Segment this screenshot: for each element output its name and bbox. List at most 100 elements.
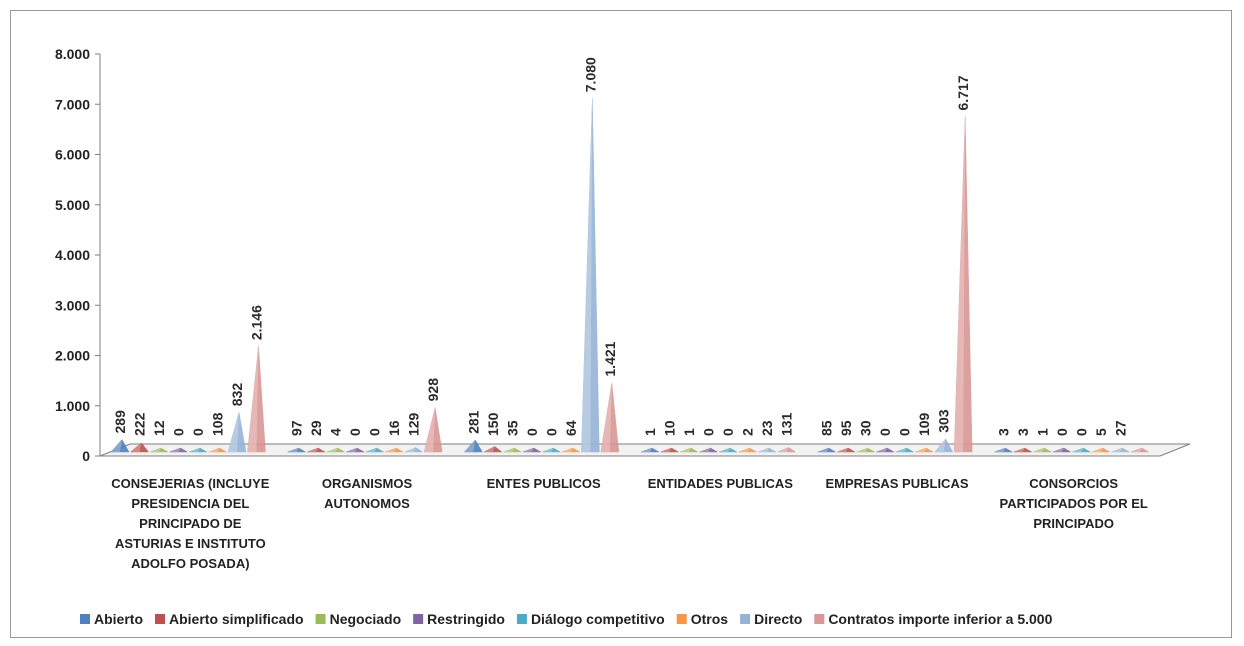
category-label: CONSEJERIAS (INCLUYE xyxy=(111,476,270,491)
data-cone-shade xyxy=(247,346,259,452)
data-label: 0 xyxy=(367,428,383,436)
data-cone-shade xyxy=(1033,448,1045,452)
data-cone xyxy=(247,346,266,453)
data-cone-shade xyxy=(680,448,691,452)
data-label: 2.146 xyxy=(249,305,265,340)
legend-item-label: Abierto simplificado xyxy=(169,611,304,627)
data-cone xyxy=(817,447,837,453)
data-label: 0 xyxy=(1054,428,1070,436)
data-cone-shade xyxy=(719,448,730,452)
data-label: 1 xyxy=(681,428,697,436)
category-label: PRESIDENCIA DEL xyxy=(131,496,249,511)
data-label: 150 xyxy=(485,412,501,436)
data-cone xyxy=(1130,447,1150,453)
data-cone-shade xyxy=(600,382,612,452)
y-tick-label: 3.000 xyxy=(55,297,90,313)
category-label: PRINCIPADO DE xyxy=(139,516,242,531)
data-label: 0 xyxy=(701,428,717,436)
data-cone xyxy=(777,447,797,453)
data-cone-shade xyxy=(837,448,849,452)
legend-swatch xyxy=(516,614,527,624)
category-label: ORGANISMOS xyxy=(322,476,413,491)
data-cone-shade xyxy=(464,439,476,452)
data-cone-shade xyxy=(346,448,358,452)
legend-swatch xyxy=(676,614,687,624)
data-cone xyxy=(208,447,228,453)
data-label: 0 xyxy=(1073,428,1089,436)
data-cone xyxy=(600,382,620,453)
data-cone xyxy=(1091,447,1111,453)
y-tick-label: 7.000 xyxy=(55,96,90,112)
data-label: 95 xyxy=(838,420,854,436)
data-label: 303 xyxy=(936,409,952,433)
category-label: PRINCIPADO xyxy=(1033,516,1114,531)
category-label: ASTURIAS E INSTITUTO xyxy=(115,536,266,551)
data-cone-shade xyxy=(641,448,652,452)
category-label: AUTONOMOS xyxy=(324,496,410,511)
data-cone xyxy=(876,447,896,453)
data-cone xyxy=(1033,447,1053,453)
data-cone xyxy=(385,447,405,453)
chart-frame xyxy=(10,10,1232,638)
data-cone xyxy=(483,446,503,453)
category-label: CONSORCIOS xyxy=(1029,476,1118,491)
y-tick-label: 5.000 xyxy=(55,197,90,213)
data-cone xyxy=(718,447,738,453)
data-label: 16 xyxy=(386,420,402,436)
data-cone-shade xyxy=(1091,448,1103,452)
legend-item-label: Diálogo competitivo xyxy=(531,611,665,627)
data-label: 29 xyxy=(308,420,324,436)
legend-swatch xyxy=(155,614,165,624)
data-cone-shade xyxy=(994,448,1006,452)
category-label: ENTIDADES PUBLICAS xyxy=(648,476,794,491)
y-tick-label: 6.000 xyxy=(55,147,90,163)
legend-item-label: Abierto xyxy=(94,611,143,627)
data-cone xyxy=(757,447,777,453)
data-cone-shade xyxy=(581,98,593,452)
data-label: 35 xyxy=(504,420,520,436)
data-cone xyxy=(915,447,935,453)
data-cone xyxy=(365,447,385,453)
data-cone-shade xyxy=(777,447,789,452)
data-cone-shade xyxy=(660,448,672,452)
data-label: 131 xyxy=(779,412,795,436)
data-cone-shade xyxy=(424,407,436,452)
data-label: 30 xyxy=(858,420,874,436)
y-tick-label: 1.000 xyxy=(55,398,90,414)
data-cone-shade xyxy=(1130,448,1142,452)
legend-swatch xyxy=(80,614,90,624)
data-cone xyxy=(895,447,915,453)
data-cone xyxy=(326,447,346,453)
data-label: 97 xyxy=(289,420,305,436)
data-label: 10 xyxy=(662,420,678,436)
data-cone-shade xyxy=(817,448,829,452)
data-cone xyxy=(1072,447,1092,453)
data-label: 1.421 xyxy=(602,341,618,376)
data-label: 0 xyxy=(543,428,559,436)
data-label: 3 xyxy=(995,428,1011,436)
data-cone xyxy=(994,447,1014,453)
data-label: 23 xyxy=(759,420,775,436)
data-cone xyxy=(581,98,600,453)
data-label: 0 xyxy=(877,428,893,436)
data-label: 7.080 xyxy=(582,57,598,92)
data-cone-shade xyxy=(111,439,122,452)
data-label: 27 xyxy=(1112,420,1128,436)
category-label: ENTES PUBLICOS xyxy=(487,476,601,491)
data-cone xyxy=(561,447,581,453)
data-cone-shade xyxy=(954,116,966,452)
data-label: 6.717 xyxy=(955,75,971,110)
data-cone-shade xyxy=(522,448,534,452)
data-cone-shade xyxy=(483,446,495,452)
data-cone xyxy=(188,447,208,453)
data-cone xyxy=(1052,447,1072,453)
legend-item-label: Otros xyxy=(691,611,729,627)
data-cone-shade xyxy=(1013,448,1025,452)
y-tick-label: 4.000 xyxy=(55,247,90,263)
data-label: 1 xyxy=(1034,428,1050,436)
data-cone xyxy=(660,447,680,453)
data-label: 0 xyxy=(720,428,736,436)
data-cone-shade xyxy=(738,448,750,452)
data-cone-shade xyxy=(228,412,239,452)
